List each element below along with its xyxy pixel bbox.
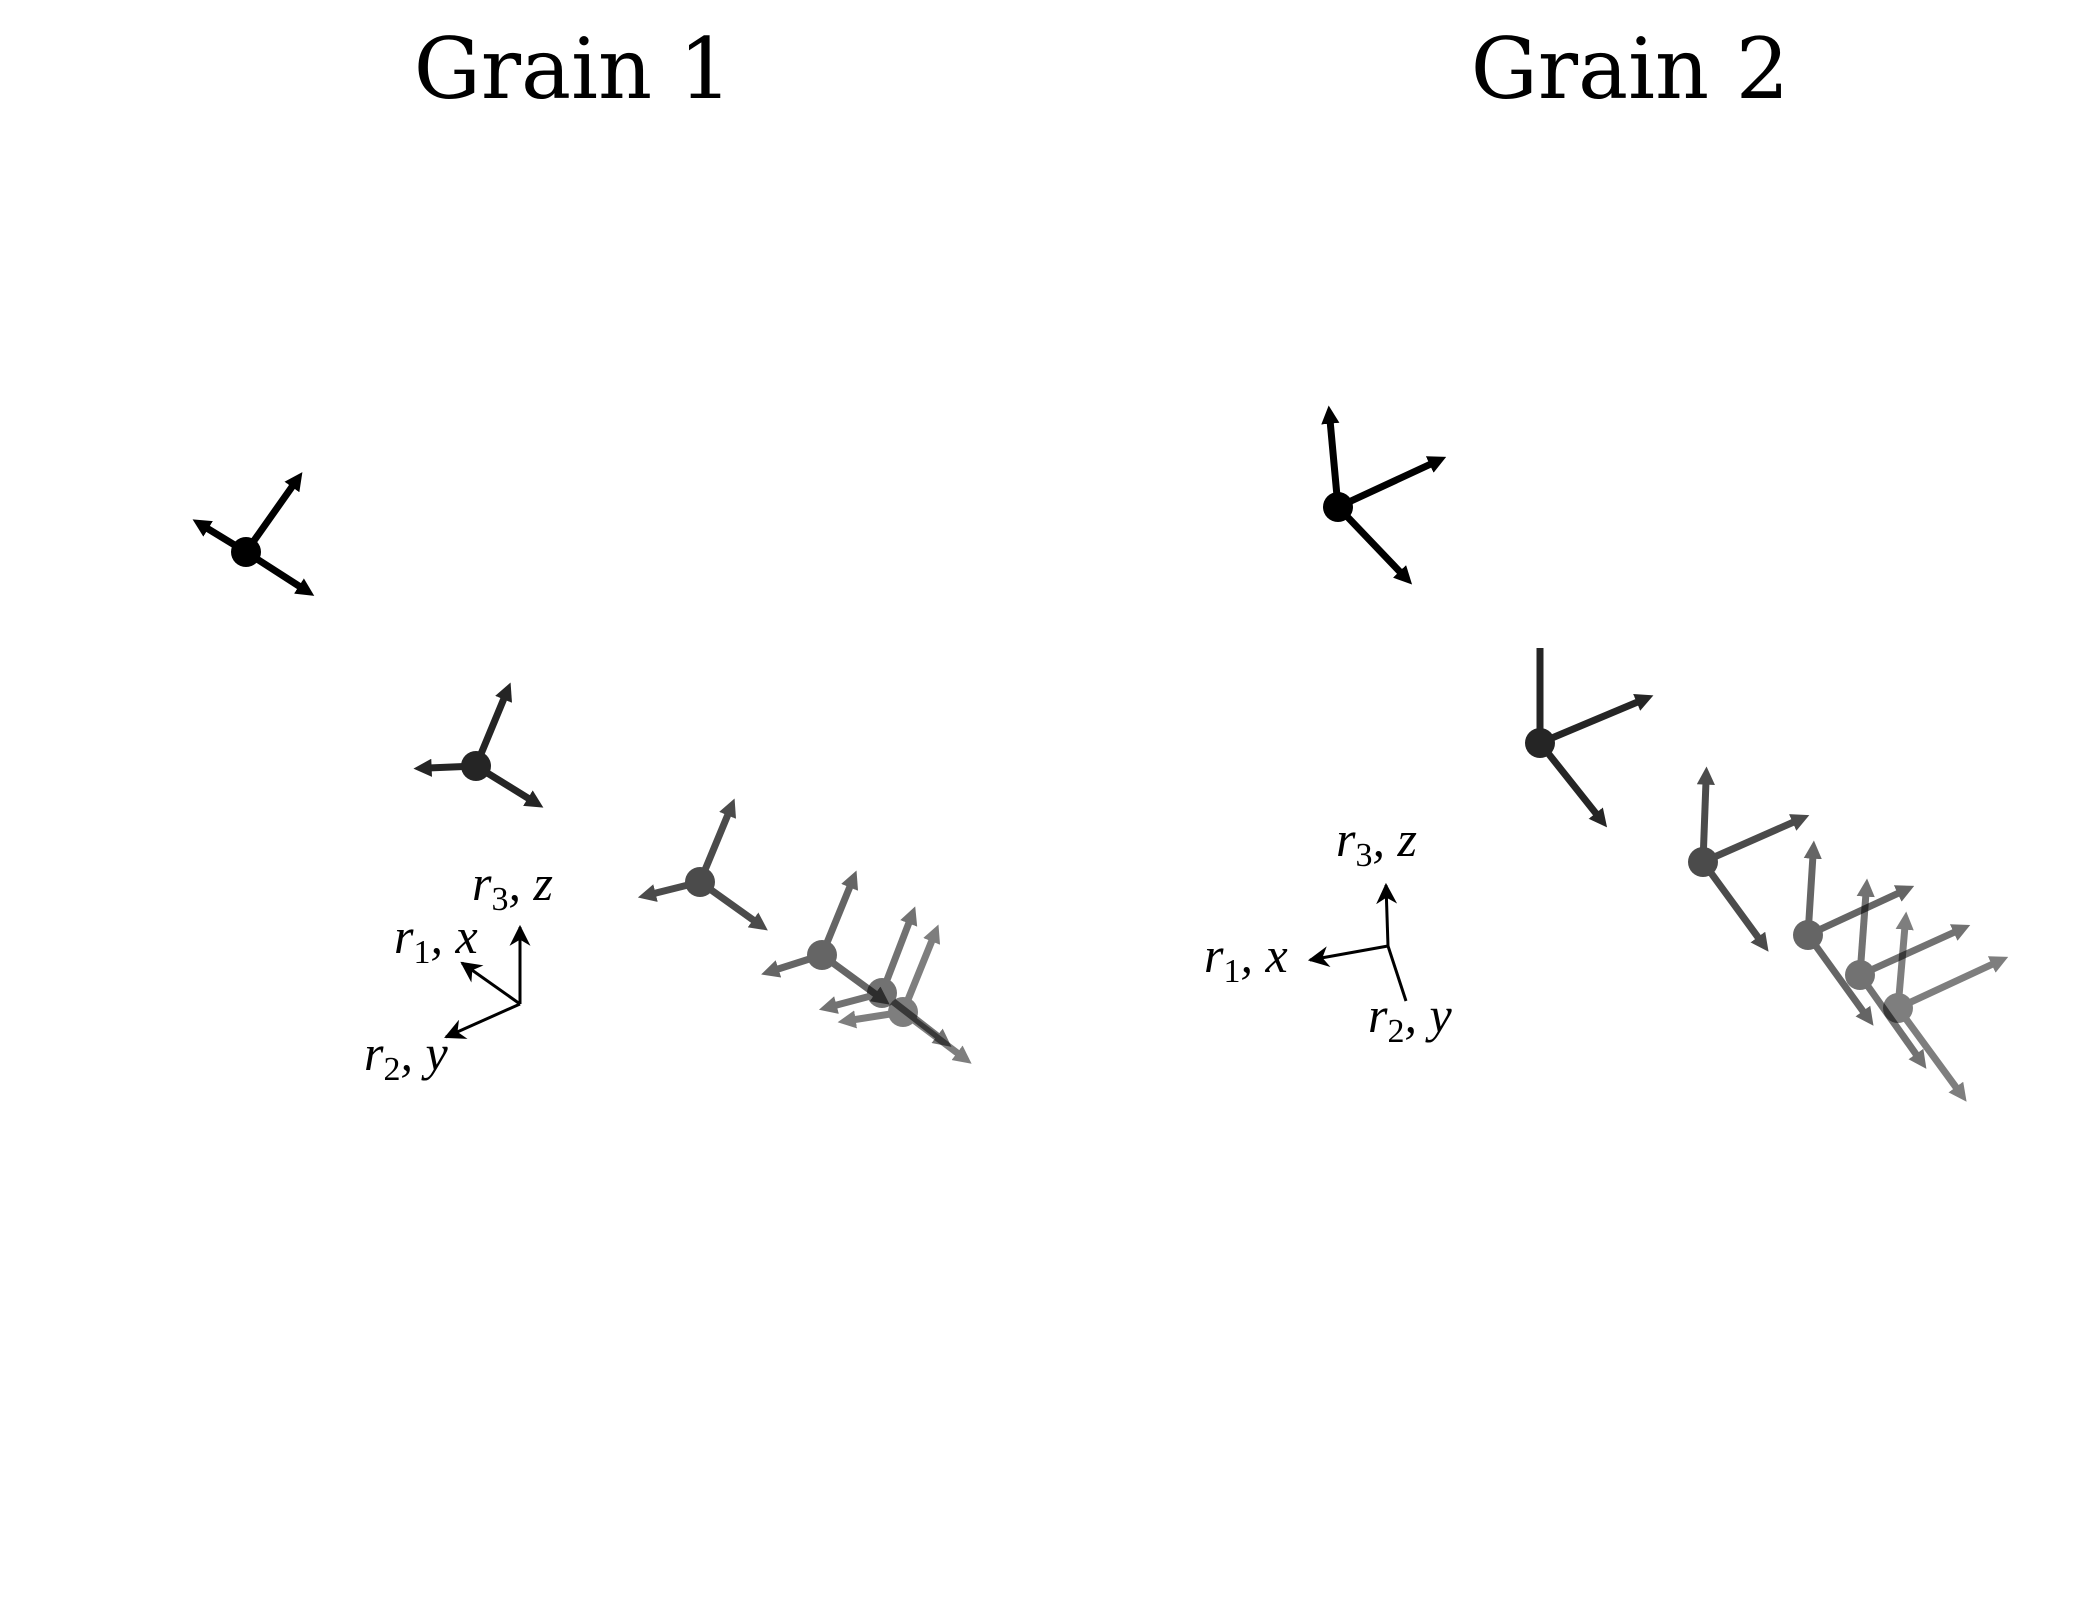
- frame-axis-arrow: [1858, 924, 1971, 979]
- reference-label-r2: r2, y: [1368, 987, 1452, 1050]
- frame-origin-dot: [685, 867, 715, 897]
- frame-origin-dot: [1323, 492, 1353, 522]
- frame-axis-arrow: [1335, 504, 1413, 585]
- reference-axis-r3-arrow: [1376, 882, 1398, 947]
- frame-origin-dot: [888, 997, 918, 1027]
- orientation-frames: [1321, 405, 2009, 1102]
- reference-triad: r1, x r2, y r3, z: [1204, 811, 1452, 1050]
- reference-axis-r1-arrow: [460, 961, 521, 1006]
- frame-axis-arrow: [1805, 932, 1874, 1026]
- frame-axis-arrow: [1896, 956, 2009, 1012]
- orientation-frame: [1525, 648, 1654, 828]
- frame-origin-dot: [1688, 847, 1718, 877]
- frame-origin-dot: [1525, 728, 1555, 758]
- frame-origin-dot: [1883, 993, 1913, 1023]
- reference-triad: r1, x r2, y r3, z: [364, 855, 553, 1088]
- orientation-frame: [1321, 405, 1447, 585]
- frame-axis-arrow: [1538, 694, 1654, 747]
- reference-label-r1: r1, x: [394, 908, 478, 971]
- orientation-frames: [192, 472, 972, 1064]
- frame-axis-arrow: [1336, 456, 1447, 511]
- frame-origin-dot: [807, 940, 837, 970]
- frame-axis-arrow: [1700, 859, 1769, 952]
- reference-label-r3: r3, z: [1336, 811, 1417, 874]
- frame-axis-arrow: [1895, 1005, 1967, 1102]
- panel-grain-1: Grain 1: [192, 20, 972, 1088]
- panel-grain-2: Grain 2: [1204, 20, 2009, 1102]
- orientation-frame: [413, 682, 544, 808]
- reference-axis-r2-arrow: [1386, 945, 1408, 1002]
- frame-axis-arrow: [1701, 814, 1810, 866]
- reference-axis-r1-arrow: [1307, 944, 1389, 967]
- frame-axis-arrow: [1806, 885, 1915, 939]
- orientation-frame: [837, 924, 972, 1064]
- frame-origin-dot: [1845, 960, 1875, 990]
- reference-label-r2: r2, y: [364, 1025, 448, 1088]
- frame-origin-dot: [231, 537, 261, 567]
- reference-label-r3: r3, z: [472, 855, 553, 918]
- panel-title: Grain 1: [414, 20, 732, 118]
- frame-axis-arrow: [1537, 740, 1608, 828]
- frame-origin-dot: [867, 978, 897, 1008]
- orientation-frame: [1883, 911, 2009, 1102]
- orientation-frame: [1688, 766, 1810, 952]
- orientation-frame: [761, 870, 890, 1005]
- reference-axis-r2-arrow: [444, 1002, 521, 1039]
- frame-origin-dot: [461, 751, 491, 781]
- orientation-frame: [637, 798, 768, 931]
- panel-title: Grain 2: [1471, 20, 1789, 118]
- reference-label-r1: r1, x: [1204, 927, 1288, 990]
- orientation-frame: [1793, 840, 1915, 1026]
- orientation-frame: [192, 472, 315, 596]
- frame-origin-dot: [1793, 920, 1823, 950]
